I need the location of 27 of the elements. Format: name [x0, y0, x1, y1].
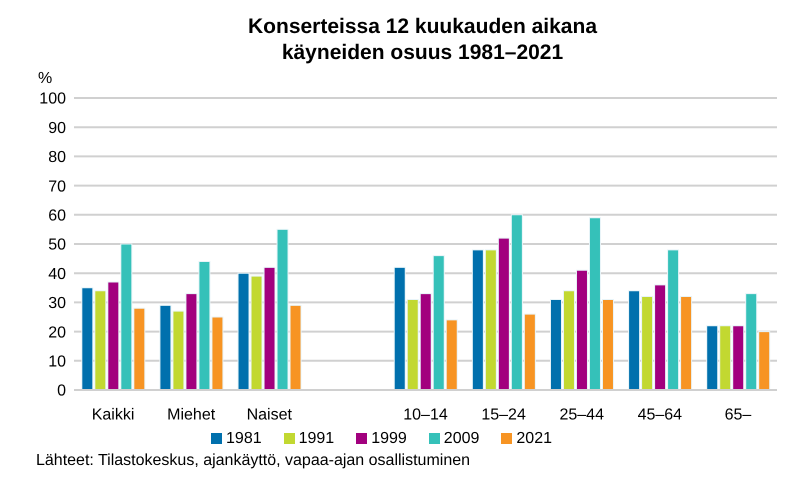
- legend-label: 2021: [516, 430, 552, 447]
- y-tick-label: 0: [57, 382, 66, 400]
- y-tick-label: 100: [39, 90, 66, 108]
- x-tick-label: 10–14: [403, 406, 448, 424]
- x-tick-label: Naiset: [246, 406, 293, 424]
- y-axis-title: %: [38, 70, 54, 88]
- y-tick-label: 10: [48, 353, 66, 370]
- x-tick-label: Kaikki: [92, 406, 134, 424]
- x-tick-label: 25–44: [559, 406, 604, 424]
- x-tick-label: 45–64: [638, 406, 682, 424]
- y-tick-label: 60: [48, 207, 66, 224]
- legend-label: 1991: [298, 430, 334, 447]
- legend-label: 1999: [371, 430, 407, 447]
- legend-label: 1981: [226, 430, 262, 447]
- y-tick-label: 20: [48, 324, 66, 342]
- y-tick-label: 70: [48, 178, 66, 196]
- chart-title: Konserteissa 12 kuukauden aikana käyneiden osuus 1981–2021: [247, 14, 598, 66]
- text: Lähteet: Tilastokeskus, ajankäyttö, vapaa-ajan osallistuminen: [36, 452, 472, 470]
- x-tick-label: Miehet: [167, 406, 216, 424]
- y-tick-label: 90: [48, 120, 66, 137]
- y-tick-label: 30: [48, 295, 66, 312]
- y-tick-label: 50: [48, 236, 66, 254]
- x-tick-label: 15–24: [481, 406, 526, 424]
- y-tick-label: 80: [48, 149, 66, 166]
- y-tick-label: 40: [48, 266, 66, 283]
- x-tick-label: 65–: [724, 406, 752, 424]
- legend-label: 2009: [444, 430, 480, 447]
